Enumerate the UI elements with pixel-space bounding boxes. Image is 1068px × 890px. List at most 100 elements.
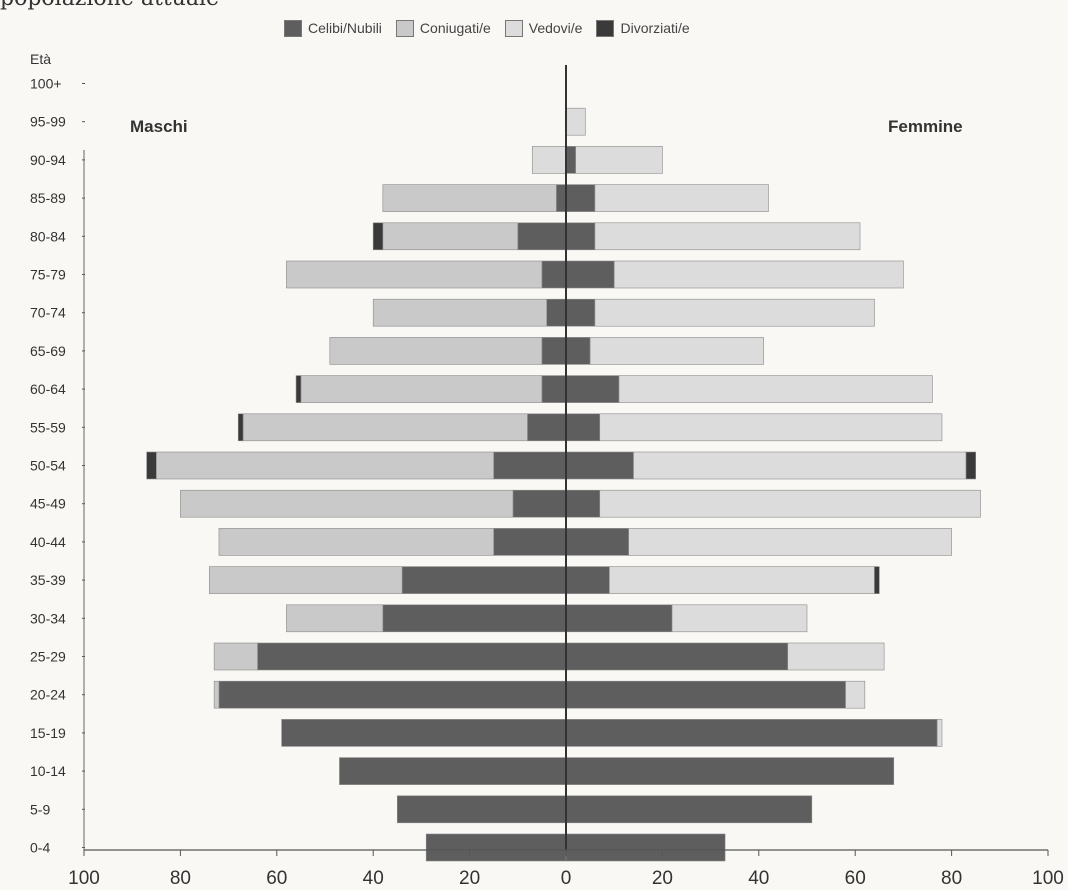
bar-male-coniugati-e-35-39 (209, 566, 403, 594)
bar-male-celibi-nubili-30-34 (382, 604, 567, 633)
bar-male-coniugati-e-45-49 (180, 489, 514, 518)
bar-female-vedovi-e-80-84 (594, 222, 861, 251)
bar-female-vedovi-e-60-64 (618, 375, 933, 403)
bar-female-vedovi-e-15-19 (936, 719, 943, 747)
bar-male-celibi-nubili-45-49 (512, 489, 567, 518)
bar-male-celibi-nubili-60-64 (541, 375, 567, 403)
legend-label-coniugati-e: Coniugati/e (419, 20, 491, 36)
bar-female-celibi-nubili-40-44 (565, 528, 629, 556)
bar-female-vedovi-e-55-59 (599, 413, 943, 442)
age-tick-label: 35-39 (30, 572, 66, 588)
bar-female-celibi-nubili-10-14 (565, 757, 895, 785)
header-text: popolazione attuale (0, 0, 219, 11)
bar-male-coniugati-e-75-79 (286, 260, 543, 289)
bar-male-coniugati-e-65-69 (329, 337, 543, 365)
bar-male-celibi-nubili-50-54 (493, 451, 567, 480)
age-tick-label: 60-64 (30, 381, 66, 397)
age-tick-label: 65-69 (30, 343, 66, 359)
bar-female-celibi-nubili-90-94 (565, 146, 576, 174)
bar-female-vedovi-e-45-49 (599, 489, 981, 518)
bar-male-divorziati-e-60-64 (295, 375, 302, 403)
bar-male-coniugati-e-80-84 (382, 222, 519, 251)
bar-male-celibi-nubili-0-4 (425, 833, 567, 862)
bar-female-vedovi-e-90-94 (575, 146, 663, 174)
bar-female-celibi-nubili-0-4 (565, 833, 726, 862)
bar-male-celibi-nubili-70-74 (546, 298, 567, 327)
x-tick-label: 20 (459, 868, 480, 889)
age-tick-label: 100+ (30, 76, 62, 92)
bar-female-celibi-nubili-80-84 (565, 222, 596, 251)
bar-male-divorziati-e-55-59 (237, 413, 244, 442)
age-tick-label: 95-99 (30, 114, 66, 130)
bar-female-celibi-nubili-35-39 (565, 566, 610, 594)
bar-female-celibi-nubili-5-9 (565, 795, 813, 824)
x-tick-label: 60 (266, 868, 287, 889)
bar-female-vedovi-e-65-69 (589, 337, 764, 365)
bar-male-coniugati-e-25-29 (213, 642, 258, 671)
bar-female-celibi-nubili-70-74 (565, 298, 596, 327)
side-label-left: Maschi (130, 117, 188, 136)
legend-label-vedovi-e: Vedovi/e (528, 20, 583, 36)
x-tick-label: 80 (170, 868, 191, 889)
x-tick-label: 60 (845, 868, 866, 889)
age-tick-label: 75-79 (30, 267, 66, 283)
age-tick-label: 70-74 (30, 305, 66, 321)
age-tick-label: 5-9 (30, 801, 50, 817)
age-tick-label: 40-44 (30, 534, 66, 550)
age-tick-label: 55-59 (30, 419, 66, 435)
bar-female-celibi-nubili-65-69 (565, 337, 591, 365)
bar-male-celibi-nubili-75-79 (541, 260, 567, 289)
bar-female-vedovi-e-70-74 (594, 298, 875, 327)
bar-male-divorziati-e-50-54 (146, 451, 157, 480)
legend-item-celibi-nubili: Celibi/Nubili (284, 19, 382, 37)
bar-female-celibi-nubili-60-64 (565, 375, 620, 403)
legend-item-coniugati-e: Coniugati/e (395, 19, 491, 37)
bar-female-celibi-nubili-55-59 (565, 413, 601, 442)
bar-male-coniugati-e-30-34 (286, 604, 384, 633)
bar-female-vedovi-e-50-54 (633, 451, 967, 480)
bar-female-divorziati-e-50-54 (965, 451, 976, 480)
bar-male-celibi-nubili-5-9 (396, 795, 567, 824)
bar-female-celibi-nubili-30-34 (565, 604, 673, 633)
bar-female-vedovi-e-30-34 (671, 604, 808, 633)
bar-female-celibi-nubili-45-49 (565, 489, 601, 518)
x-tick-label: 100 (1032, 868, 1064, 889)
bar-female-divorziati-e-35-39 (874, 566, 880, 594)
bar-male-vedovi-e-90-94 (531, 146, 567, 174)
age-tick-label: 45-49 (30, 496, 66, 512)
legend-swatch-divorziati-e (596, 19, 615, 37)
x-tick-label: 80 (941, 868, 962, 889)
bar-male-divorziati-e-80-84 (372, 222, 384, 251)
bar-male-coniugati-e-85-89 (382, 184, 557, 212)
bar-female-vedovi-e-40-44 (628, 528, 952, 556)
bar-male-celibi-nubili-40-44 (493, 528, 567, 556)
bar-male-celibi-nubili-85-89 (556, 184, 567, 212)
bar-male-coniugati-e-55-59 (242, 413, 528, 442)
age-tick-label: 85-89 (30, 190, 66, 206)
bar-male-celibi-nubili-10-14 (339, 757, 567, 785)
bar-male-coniugati-e-20-24 (213, 680, 220, 709)
bar-male-coniugati-e-40-44 (218, 528, 494, 556)
legend-label-celibi-nubili: Celibi/Nubili (308, 20, 382, 36)
legend-label-divorziati-e: Divorziati/e (620, 20, 690, 36)
age-tick-label: 25-29 (30, 649, 66, 665)
x-tick-label: 100 (68, 868, 100, 889)
x-tick-label: 0 (561, 868, 572, 889)
x-tick-label: 40 (363, 868, 384, 889)
age-tick-label: 80-84 (30, 228, 66, 244)
legend-swatch-coniugati-e (395, 19, 414, 37)
age-tick-label: 50-54 (30, 458, 66, 474)
legend-swatch-vedovi-e (504, 19, 523, 37)
bar-male-coniugati-e-50-54 (156, 451, 494, 480)
age-tick-label: 90-94 (30, 152, 66, 168)
bar-female-celibi-nubili-25-29 (565, 642, 789, 671)
bar-male-celibi-nubili-65-69 (541, 337, 567, 365)
legend-item-divorziati-e: Divorziati/e (596, 19, 690, 37)
legend-swatch-celibi-nubili (284, 19, 302, 37)
bar-male-coniugati-e-60-64 (300, 375, 543, 403)
x-tick-label: 40 (748, 868, 769, 889)
x-tick-label: 20 (652, 868, 673, 889)
bar-female-vedovi-e-35-39 (609, 566, 875, 594)
bar-male-celibi-nubili-20-24 (218, 680, 567, 709)
